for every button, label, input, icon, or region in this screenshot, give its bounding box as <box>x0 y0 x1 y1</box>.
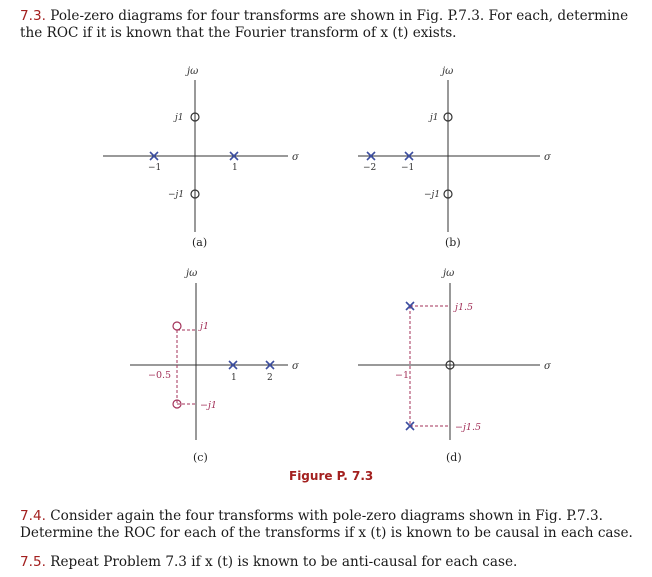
imag-axis-label: jω <box>185 66 198 77</box>
problem-number: 7.4. <box>20 508 46 524</box>
tick-label: −1 <box>401 163 414 173</box>
problem-text: Pole-zero diagrams for four transforms a… <box>20 8 629 41</box>
pole-marker <box>149 151 159 161</box>
zero-label: j1 <box>173 113 184 123</box>
real-axis-label: σ <box>544 361 552 372</box>
panel-caption: (c) <box>193 451 208 464</box>
problem-number: 7.5. <box>20 554 46 570</box>
problem-text: Repeat Problem 7.3 if x (t) is known to … <box>50 554 518 570</box>
pole-marker <box>404 151 414 161</box>
figure-caption: Figure P. 7.3 <box>289 469 373 483</box>
zero-marker <box>172 399 182 409</box>
problem-text: Consider again the four transforms with … <box>20 508 633 541</box>
zero-marker <box>445 360 455 370</box>
panel-caption: (d) <box>446 451 462 464</box>
problem-7-5: 7.5. Repeat Problem 7.3 if x (t) is know… <box>20 554 640 571</box>
zero-label: −j1 <box>424 190 440 200</box>
tick-label: 1 <box>231 373 237 383</box>
pole-label: −j1.5 <box>455 422 481 433</box>
tick-label: 2 <box>267 373 273 383</box>
zero-label: −j1 <box>200 400 217 411</box>
tick-label: −0.5 <box>148 370 171 381</box>
pole-marker <box>405 421 415 431</box>
panel-a: jω σ −1 1 j1 −j1 (a) <box>103 66 300 249</box>
zero-marker <box>172 321 182 331</box>
pole-marker <box>228 360 238 370</box>
tick-label: −1 <box>395 370 409 381</box>
panel-d: jω σ j1.5 −j1.5 −1 (d) <box>358 268 552 464</box>
pole-marker <box>405 301 415 311</box>
pole-label: j1.5 <box>453 302 473 313</box>
imag-axis-label: jω <box>440 66 453 77</box>
imag-axis-label: jω <box>184 268 197 279</box>
real-axis-label: σ <box>544 152 552 163</box>
tick-label: 1 <box>232 163 238 173</box>
problem-7-4: 7.4. Consider again the four transforms … <box>20 508 640 542</box>
zero-marker <box>190 112 200 122</box>
problem-number: 7.3. <box>20 8 46 24</box>
panel-b: jω σ −2 −1 j1 −j1 (b) <box>358 66 552 249</box>
real-axis-label: σ <box>292 152 300 163</box>
tick-label: −1 <box>148 163 161 173</box>
zero-label: j1 <box>428 113 439 123</box>
real-axis-label: σ <box>292 361 300 372</box>
imag-axis-label: jω <box>441 268 454 279</box>
pole-marker <box>265 360 275 370</box>
pole-marker <box>229 151 239 161</box>
zero-marker <box>443 189 453 199</box>
zero-marker <box>443 112 453 122</box>
zero-label: −j1 <box>168 190 184 200</box>
tick-label: −2 <box>363 163 376 173</box>
panel-c: jω σ j1 −j1 −0.5 1 2 (c) <box>130 268 300 464</box>
problem-7-3: 7.3. Pole-zero diagrams for four transfo… <box>20 8 640 42</box>
pole-marker <box>366 151 376 161</box>
panel-caption: (a) <box>192 236 207 249</box>
zero-label: j1 <box>198 321 209 332</box>
zero-marker <box>190 189 200 199</box>
panel-caption: (b) <box>445 236 461 249</box>
